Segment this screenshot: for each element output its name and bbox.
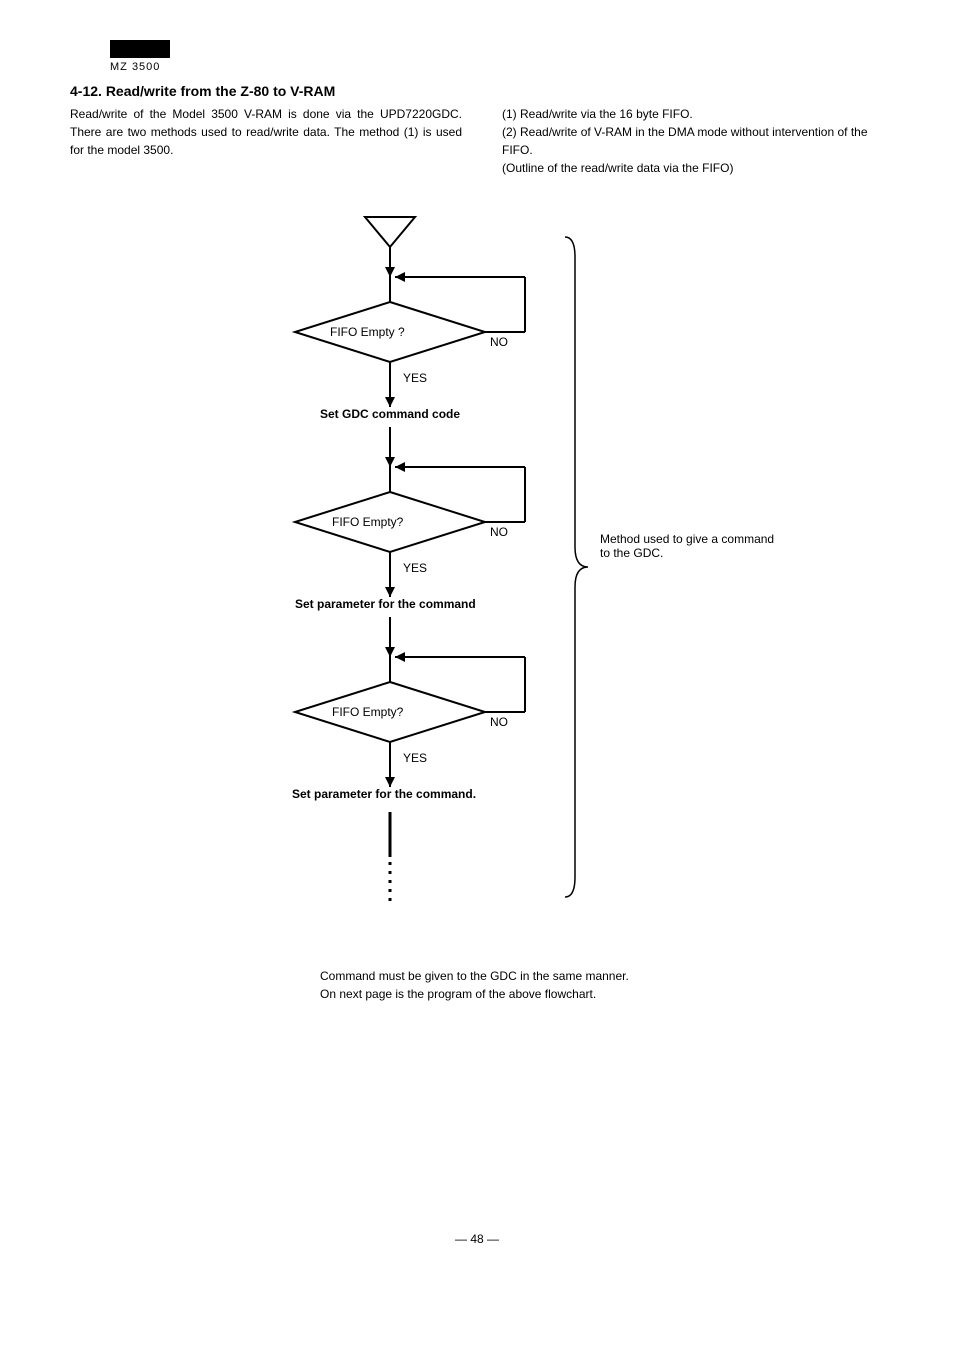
footer-2: On next page is the program of the above… — [320, 985, 894, 1003]
flowchart-svg — [200, 207, 570, 927]
step-1: Set GDC command code — [320, 407, 460, 421]
logo-model: MZ 3500 — [110, 61, 894, 73]
yes-3: YES — [403, 751, 427, 765]
yes-1: YES — [403, 371, 427, 385]
page-number: — 48 — — [0, 1232, 954, 1246]
brace-icon — [560, 227, 590, 907]
intro-right-1: (1) Read/write via the 16 byte FIFO. — [502, 105, 894, 123]
page: MZ 3500 4-12. Read/write from the Z-80 t… — [0, 0, 954, 1023]
step-3: Set parameter for the command. — [292, 787, 476, 801]
footer-note: Command must be given to the GDC in the … — [320, 967, 894, 1003]
intro-left: Read/write of the Model 3500 V-RAM is do… — [70, 105, 462, 177]
section-number: 4-12. — [70, 83, 102, 99]
logo-block: MZ 3500 — [110, 40, 894, 73]
intro-columns: Read/write of the Model 3500 V-RAM is do… — [70, 105, 894, 177]
no-3: NO — [490, 715, 508, 729]
no-2: NO — [490, 525, 508, 539]
footer-1: Command must be given to the GDC in the … — [320, 967, 894, 985]
yes-2: YES — [403, 561, 427, 575]
brace-caption: Method used to give a command to the GDC… — [600, 532, 860, 560]
logo-bar-icon — [110, 40, 170, 58]
decision-3-text: FIFO Empty? — [332, 705, 403, 719]
intro-right-3: (Outline of the read/write data via the … — [502, 159, 894, 177]
brace-caption-1: Method used to give a command — [600, 532, 860, 546]
no-1: NO — [490, 335, 508, 349]
intro-right: (1) Read/write via the 16 byte FIFO. (2)… — [502, 105, 894, 177]
section-title: 4-12. Read/write from the Z-80 to V-RAM — [70, 83, 894, 99]
step-2: Set parameter for the command — [295, 597, 476, 611]
brace-caption-2: to the GDC. — [600, 546, 860, 560]
decision-1-text: FIFO Empty ? — [330, 325, 405, 339]
flowchart: FIFO Empty ? NO YES Set GDC command code… — [70, 207, 894, 967]
intro-right-2: (2) Read/write of V-RAM in the DMA mode … — [502, 123, 894, 159]
section-heading: Read/write from the Z-80 to V-RAM — [106, 83, 335, 99]
decision-2-text: FIFO Empty? — [332, 515, 403, 529]
